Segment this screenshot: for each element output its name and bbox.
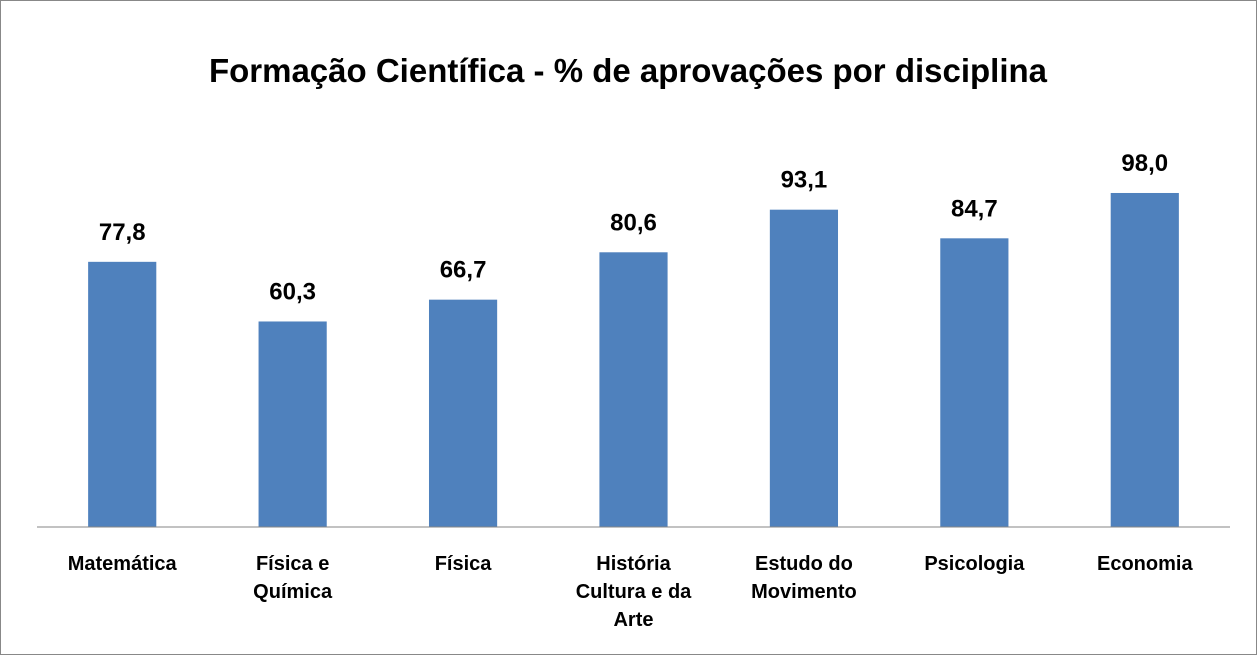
bar <box>428 299 498 527</box>
bar <box>88 261 157 527</box>
x-tick-label: Matemática <box>67 553 177 575</box>
x-tick-label: Estudo do Movimento <box>751 553 857 603</box>
value-label: 93,1 <box>781 167 828 194</box>
chart-title: Formação Científica - % de aprovações po… <box>209 52 1048 89</box>
bar <box>769 209 839 527</box>
value-label: 98,0 <box>1121 150 1168 177</box>
x-tick-label: História Cultura e da Arte <box>575 553 692 631</box>
value-label: 60,3 <box>269 278 316 305</box>
x-tick-label: Economia <box>1096 553 1193 575</box>
x-tick-label: Física <box>434 553 492 575</box>
bar <box>1110 192 1179 527</box>
value-label: 84,7 <box>951 195 998 222</box>
value-label: 66,7 <box>440 257 487 284</box>
bar <box>940 238 1009 528</box>
x-tick-label: Psicologia <box>924 553 1025 575</box>
value-label: 80,6 <box>610 209 657 236</box>
value-label: 77,8 <box>99 219 146 246</box>
bar <box>258 321 327 527</box>
x-tick-label: Física e Química <box>253 553 333 603</box>
bar <box>599 252 668 527</box>
